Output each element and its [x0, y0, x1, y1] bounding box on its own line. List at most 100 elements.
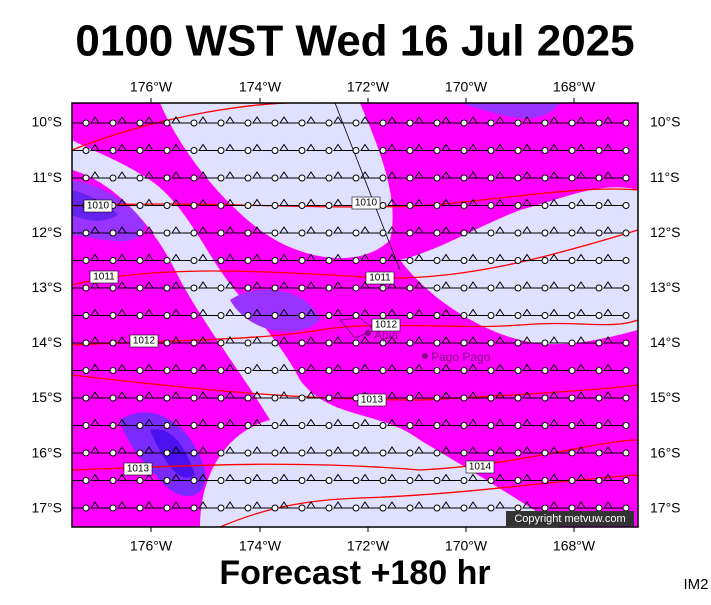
wind-barb — [306, 418, 329, 426]
wind-barb-station — [568, 174, 576, 182]
wind-barb — [171, 418, 194, 426]
wind-barb-station — [541, 339, 549, 347]
wind-barb — [576, 281, 599, 289]
wind-barb — [306, 308, 329, 316]
wind-barb — [549, 473, 572, 481]
wind-barb — [495, 171, 518, 179]
wind-barb — [387, 171, 410, 179]
wind-barb — [414, 363, 437, 371]
wind-barb — [117, 253, 140, 261]
wind-barb-station — [325, 119, 333, 127]
wind-barb — [198, 253, 221, 261]
wind-barb — [225, 253, 248, 261]
wind-barb — [198, 501, 221, 509]
wind-barb-station — [190, 174, 198, 182]
wind-barb — [171, 336, 194, 344]
wind-barb-station — [82, 422, 90, 429]
wind-barb-station — [487, 284, 495, 292]
wind-barb — [576, 418, 599, 426]
wind-barb — [333, 281, 356, 289]
wind-barb-station — [325, 449, 333, 457]
wind-barb-station — [514, 257, 522, 264]
wind-barb — [252, 281, 275, 289]
wind-barb-station — [109, 339, 117, 347]
wind-barb-station — [136, 449, 144, 457]
wind-barb — [90, 226, 113, 234]
wind-barb-station — [622, 367, 630, 374]
wind-barb-station — [460, 394, 468, 402]
wind-barb — [90, 336, 113, 344]
wind-barb — [414, 116, 437, 124]
wind-barb-station — [325, 422, 333, 429]
wind-barb-station — [163, 202, 171, 209]
wind-barb-station — [379, 257, 387, 264]
wind-barb — [90, 281, 113, 289]
isobar-label-box — [129, 334, 159, 348]
isobar-label: 1010 — [87, 201, 110, 212]
wind-barb — [333, 116, 356, 124]
wind-barb-station — [352, 229, 360, 237]
wind-barb — [306, 198, 329, 206]
wind-barb-station — [244, 504, 252, 512]
wind-barb-station — [406, 147, 414, 154]
wind-barb-station — [163, 174, 171, 182]
wind-barb — [171, 501, 194, 509]
wind-barb — [333, 391, 356, 399]
wind-barb — [279, 253, 302, 261]
wind-barb-station — [217, 284, 225, 292]
wind-barb-station — [325, 147, 333, 154]
wind-barb — [576, 171, 599, 179]
wind-barb-station — [460, 422, 468, 429]
wind-barb-station — [271, 119, 279, 127]
wind-barb-station — [136, 367, 144, 374]
wind-barb-station — [271, 312, 279, 319]
wind-barb — [387, 418, 410, 426]
wind-barb — [387, 116, 410, 124]
wind-barb-station — [460, 477, 468, 484]
wind-barb — [414, 446, 437, 454]
wind-barb — [468, 116, 491, 124]
wind-barb — [360, 473, 383, 481]
wind-barb — [279, 446, 302, 454]
wind-barb — [144, 281, 167, 289]
wind-barb — [279, 143, 302, 151]
wind-barb — [333, 363, 356, 371]
wind-barb-station — [487, 312, 495, 319]
wind-barb-station — [595, 504, 603, 512]
latitude-label: 15°S — [31, 389, 62, 405]
wind-barb — [468, 418, 491, 426]
wind-barb — [252, 418, 275, 426]
wind-barb — [306, 253, 329, 261]
wind-barb-station — [217, 257, 225, 264]
wind-barb — [72, 232, 86, 234]
wind-barb — [576, 308, 599, 316]
wind-barb-station — [379, 119, 387, 127]
wind-barb — [468, 473, 491, 481]
wind-barb-station — [298, 504, 306, 512]
longitude-label: 172°W — [347, 538, 390, 554]
wind-barb-station — [271, 422, 279, 429]
wind-barb — [90, 171, 113, 179]
wind-barb — [90, 446, 113, 454]
wind-barb — [414, 473, 437, 481]
wind-barb — [144, 116, 167, 124]
wind-barb — [225, 446, 248, 454]
wind-barb — [495, 226, 518, 234]
wind-barb-station — [217, 367, 225, 374]
wind-barb — [576, 116, 599, 124]
wind-barb — [279, 281, 302, 289]
wind-barb-station — [298, 174, 306, 182]
wind-barb — [522, 308, 545, 316]
wind-barb-station — [622, 394, 630, 402]
wind-barb-station — [595, 257, 603, 264]
isobar-label-box — [83, 199, 113, 213]
wind-barb — [441, 308, 464, 316]
isobar-label-box — [371, 318, 401, 332]
wind-barb — [198, 198, 221, 206]
wind-barb-station — [109, 394, 117, 402]
wind-barb-station — [487, 367, 495, 374]
wind-barb-station — [163, 367, 171, 374]
wind-barb — [576, 501, 599, 509]
wind-barb-station — [379, 367, 387, 374]
wind-barb — [360, 363, 383, 371]
